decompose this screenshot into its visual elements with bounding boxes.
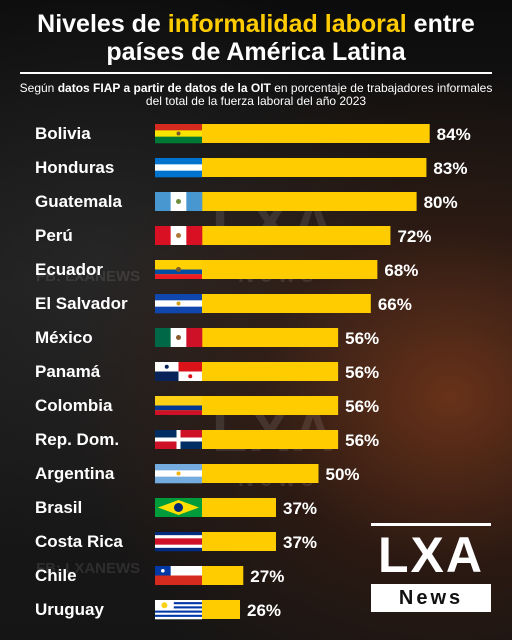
value-label: 56% bbox=[345, 329, 379, 348]
category-label: Guatemala bbox=[35, 192, 122, 211]
flag-el-salvador-icon bbox=[155, 294, 202, 314]
category-label: Panamá bbox=[35, 362, 101, 381]
bar-row: Rep. Dom. 56% bbox=[35, 430, 379, 450]
title-divider bbox=[20, 72, 492, 74]
category-label: El Salvador bbox=[35, 294, 128, 313]
category-label: Uruguay bbox=[35, 600, 105, 619]
value-label: 72% bbox=[397, 227, 431, 246]
bar bbox=[155, 294, 371, 313]
logo-news-text: News bbox=[371, 584, 491, 612]
bar-row: México 56% bbox=[35, 328, 379, 348]
flag-panama-icon bbox=[155, 362, 202, 381]
bar bbox=[155, 226, 391, 245]
bar bbox=[155, 158, 427, 177]
category-label: Colombia bbox=[35, 396, 113, 415]
value-label: 37% bbox=[283, 533, 317, 552]
bar bbox=[155, 192, 417, 211]
chart-subtitle: Según datos FIAP a partir de datos de la… bbox=[12, 82, 500, 108]
flag-chile-icon bbox=[155, 566, 202, 585]
title-text-pre: Niveles de bbox=[37, 10, 168, 38]
value-label: 26% bbox=[247, 601, 281, 620]
flag-uruguay-icon bbox=[155, 600, 202, 620]
bar-row: Panamá 56% bbox=[35, 362, 379, 382]
logo-lxa-text: LXA bbox=[378, 527, 484, 583]
subtitle-source: datos FIAP a partir de datos de la OIT bbox=[57, 81, 271, 95]
flag-argentina-icon bbox=[155, 464, 202, 484]
value-label: 66% bbox=[378, 295, 412, 314]
category-label: Bolivia bbox=[35, 124, 91, 143]
flag-bolivia-icon bbox=[155, 124, 202, 144]
title-highlight: informalidad laboral bbox=[167, 10, 407, 38]
value-label: 56% bbox=[345, 363, 379, 382]
category-label: México bbox=[35, 328, 93, 347]
value-label: 68% bbox=[384, 261, 418, 280]
value-label: 56% bbox=[345, 431, 379, 450]
value-label: 56% bbox=[345, 397, 379, 416]
flag-peru-icon bbox=[155, 226, 203, 245]
bar-row: Brasil 37% bbox=[35, 498, 317, 518]
value-label: 27% bbox=[250, 567, 284, 586]
bar-row: El Salvador 66% bbox=[35, 294, 412, 314]
bar-row: Costa Rica 37% bbox=[35, 532, 317, 552]
bar-row: Honduras 83% bbox=[35, 158, 467, 178]
category-label: Rep. Dom. bbox=[35, 430, 119, 449]
bar-row: Uruguay 26% bbox=[35, 600, 281, 620]
value-label: 80% bbox=[424, 193, 458, 212]
chart-title: Niveles de informalidad laboral entre pa… bbox=[0, 10, 512, 66]
bar-row: Argentina 50% bbox=[35, 464, 360, 484]
watermark-fb-1: FB: LXANEWS bbox=[36, 268, 141, 285]
bar-row: Perú 72% bbox=[35, 226, 431, 246]
title-text-post: entre bbox=[406, 10, 475, 38]
bar-row: Colombia 56% bbox=[35, 396, 379, 416]
flag-ecuador-icon bbox=[155, 260, 202, 279]
flag-dominican-republic-icon bbox=[155, 430, 202, 449]
subtitle-text-post: en porcentaje de trabajadores informales… bbox=[145, 81, 493, 108]
flag-costa-rica-icon bbox=[155, 532, 202, 552]
chart-title-line-2: países de América Latina bbox=[106, 38, 406, 66]
bar bbox=[155, 124, 430, 143]
flag-brazil-icon bbox=[155, 498, 202, 517]
bar-row: Guatemala 80% bbox=[35, 192, 458, 212]
subtitle-text-pre: Según bbox=[19, 81, 58, 95]
bar-row: Bolivia 84% bbox=[35, 124, 471, 144]
value-label: 84% bbox=[437, 125, 471, 144]
bar-row: Chile 27% bbox=[35, 566, 284, 586]
flag-honduras-icon bbox=[155, 158, 202, 178]
category-label: Perú bbox=[35, 226, 73, 245]
value-label: 37% bbox=[283, 499, 317, 518]
category-label: Brasil bbox=[35, 498, 82, 517]
value-label: 50% bbox=[326, 465, 360, 484]
bar-row: Ecuador 68% bbox=[35, 260, 418, 280]
flag-guatemala-icon bbox=[155, 192, 203, 211]
flag-colombia-icon bbox=[155, 396, 202, 415]
category-label: Chile bbox=[35, 566, 77, 585]
flag-mexico-icon bbox=[155, 328, 203, 347]
lxa-news-logo: LXA News bbox=[371, 523, 491, 618]
value-label: 83% bbox=[433, 159, 467, 178]
category-label: Honduras bbox=[35, 158, 114, 177]
watermark-fb-2: FB: LXANEWS bbox=[36, 560, 141, 577]
chart-title-line-1: Niveles de informalidad laboral entre bbox=[0, 10, 512, 38]
category-label: Costa Rica bbox=[35, 532, 123, 551]
bar bbox=[155, 260, 378, 279]
category-label: Argentina bbox=[35, 464, 115, 483]
category-label: Ecuador bbox=[35, 260, 103, 279]
